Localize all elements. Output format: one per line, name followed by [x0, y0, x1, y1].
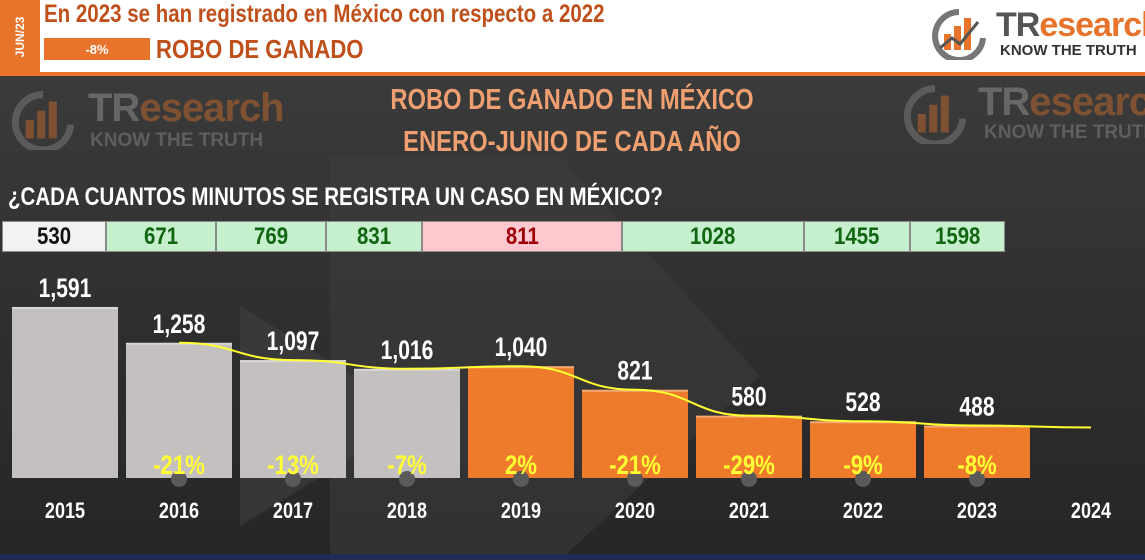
year-label-2023: 2023	[957, 499, 997, 523]
bar-2021	[696, 415, 802, 478]
watermark-logo-text-dark: TR	[88, 86, 140, 130]
watermark-logo-text-dark: TR	[978, 80, 1030, 124]
minutes-cell: 831	[326, 221, 422, 252]
pct-change-2023: -8%	[957, 451, 996, 481]
watermark-logo-tagline: KNOW THE TRUTH	[984, 122, 1145, 143]
pct-change-2018: -7%	[387, 451, 426, 481]
change-badge: -8%	[44, 38, 150, 60]
pct-change-2021: -29%	[723, 451, 775, 481]
watermark-logo-text: TResearch	[978, 80, 1145, 125]
logo-text-dark: TR	[996, 6, 1040, 44]
watermark-logo-text-accent: esearch	[1029, 80, 1145, 124]
minutes-cell-value: 1028	[690, 222, 736, 250]
bar-2016	[126, 342, 232, 478]
pct-change-2016: -21%	[153, 451, 205, 481]
bar-2020	[582, 389, 688, 478]
watermark-logo-icon	[903, 85, 967, 144]
marker-dot	[399, 471, 415, 487]
trend-line	[178, 341, 1092, 429]
header-bar: JUN/23 En 2023 se han registrado en Méxi…	[0, 0, 1145, 76]
year-label-2016: 2016	[159, 499, 199, 523]
value-label-2018: 1,016	[381, 335, 434, 365]
pct-change-2019: 2%	[505, 451, 537, 481]
value-label-2020: 821	[617, 356, 652, 386]
minutes-cell: 811	[422, 221, 622, 252]
date-tab: JUN/23	[0, 0, 40, 74]
bar-2019	[468, 366, 574, 478]
minutes-cell: 1455	[804, 221, 910, 252]
minutes-cell-value: 671	[143, 222, 179, 250]
value-label-2016: 1,258	[153, 309, 206, 339]
logo-text: TResearch	[996, 6, 1145, 45]
minutes-cell-value: 769	[253, 222, 289, 250]
watermark-logo-left: TResearch KNOW THE TRUTH	[8, 84, 285, 154]
marker-dot	[969, 471, 985, 487]
chart-title-line-1: ROBO DE GANADO EN MÉXICO	[390, 84, 754, 116]
crime-title: ROBO DE GANADO	[156, 34, 364, 64]
bar-2015	[12, 306, 118, 478]
minutes-cell: 671	[106, 221, 216, 252]
bar-chart-logo-icon	[932, 9, 986, 60]
value-label-2015: 1,591	[39, 274, 92, 304]
marker-dot	[855, 471, 871, 487]
year-label-2017: 2017	[273, 499, 313, 523]
year-label-2022: 2022	[843, 499, 883, 523]
minutes-cell: 1028	[622, 221, 804, 252]
minutes-cell: 769	[216, 221, 326, 252]
marker-dot	[285, 471, 301, 487]
minutes-cell-value: 1455	[834, 222, 880, 250]
chart-panel: TResearch KNOW THE TRUTH TResearch KNOW …	[0, 76, 1145, 560]
value-label-2023: 488	[959, 392, 994, 422]
minutes-cell-value: 811	[505, 222, 539, 250]
value-label-2017: 1,097	[267, 327, 320, 357]
watermark-logo-right: TResearch KNOW THE TRUTH	[900, 78, 1145, 148]
minutes-cell: 1598	[910, 221, 1005, 252]
bar-2022	[810, 421, 916, 478]
year-label-2018: 2018	[387, 499, 427, 523]
minutes-cell: 530	[2, 221, 106, 252]
tresearch-logo: TResearch KNOW THE TRUTH	[930, 4, 1145, 68]
bar-chart: 1,591 2015 1,258 -21% 2016 1,097 -13% 2017 1,016…	[12, 274, 1112, 523]
marker-dot	[741, 471, 757, 487]
logo-text-accent: esearch	[1039, 6, 1145, 44]
bar-highlight	[12, 306, 118, 309]
bar-2018	[354, 368, 460, 478]
headline: En 2023 se han registrado en México con …	[44, 0, 605, 28]
marker-dot	[513, 471, 529, 487]
year-label-2019: 2019	[501, 499, 541, 523]
bar-2023	[924, 425, 1030, 478]
minutes-cell-value: 831	[356, 222, 392, 250]
minutes-question: ¿CADA CUANTOS MINUTOS SE REGISTRA UN CAS…	[8, 183, 663, 211]
logo-tagline: KNOW THE TRUTH	[1000, 42, 1137, 59]
watermark-logo-text-accent: esearch	[139, 86, 284, 130]
year-label-2024: 2024	[1071, 499, 1112, 523]
year-label-2021: 2021	[729, 499, 769, 523]
watermark-logo-tagline: KNOW THE TRUTH	[90, 130, 264, 151]
year-label-2020: 2020	[615, 499, 655, 523]
marker-dot	[627, 471, 643, 487]
bar-2017	[240, 360, 346, 478]
date-tab-label: JUN/23	[13, 16, 27, 58]
watermark-logo-text: TResearch	[88, 86, 285, 131]
bottom-strip	[0, 554, 1145, 560]
value-label-2022: 528	[845, 388, 880, 418]
pct-change-2020: -21%	[609, 451, 661, 481]
year-label-2015: 2015	[45, 499, 85, 523]
marker-dot	[171, 471, 187, 487]
pct-change-2017: -13%	[267, 451, 319, 481]
pct-change-2022: -9%	[843, 451, 882, 481]
watermark-logo-icon	[11, 91, 75, 150]
minutes-cell-value: 1598	[934, 222, 981, 250]
chart-title-line-2: ENERO-JUNIO DE CADA AÑO	[403, 126, 741, 158]
value-label-2019: 1,040	[495, 333, 548, 363]
value-label-2021: 580	[731, 382, 766, 412]
minutes-cell-value: 530	[36, 222, 72, 250]
